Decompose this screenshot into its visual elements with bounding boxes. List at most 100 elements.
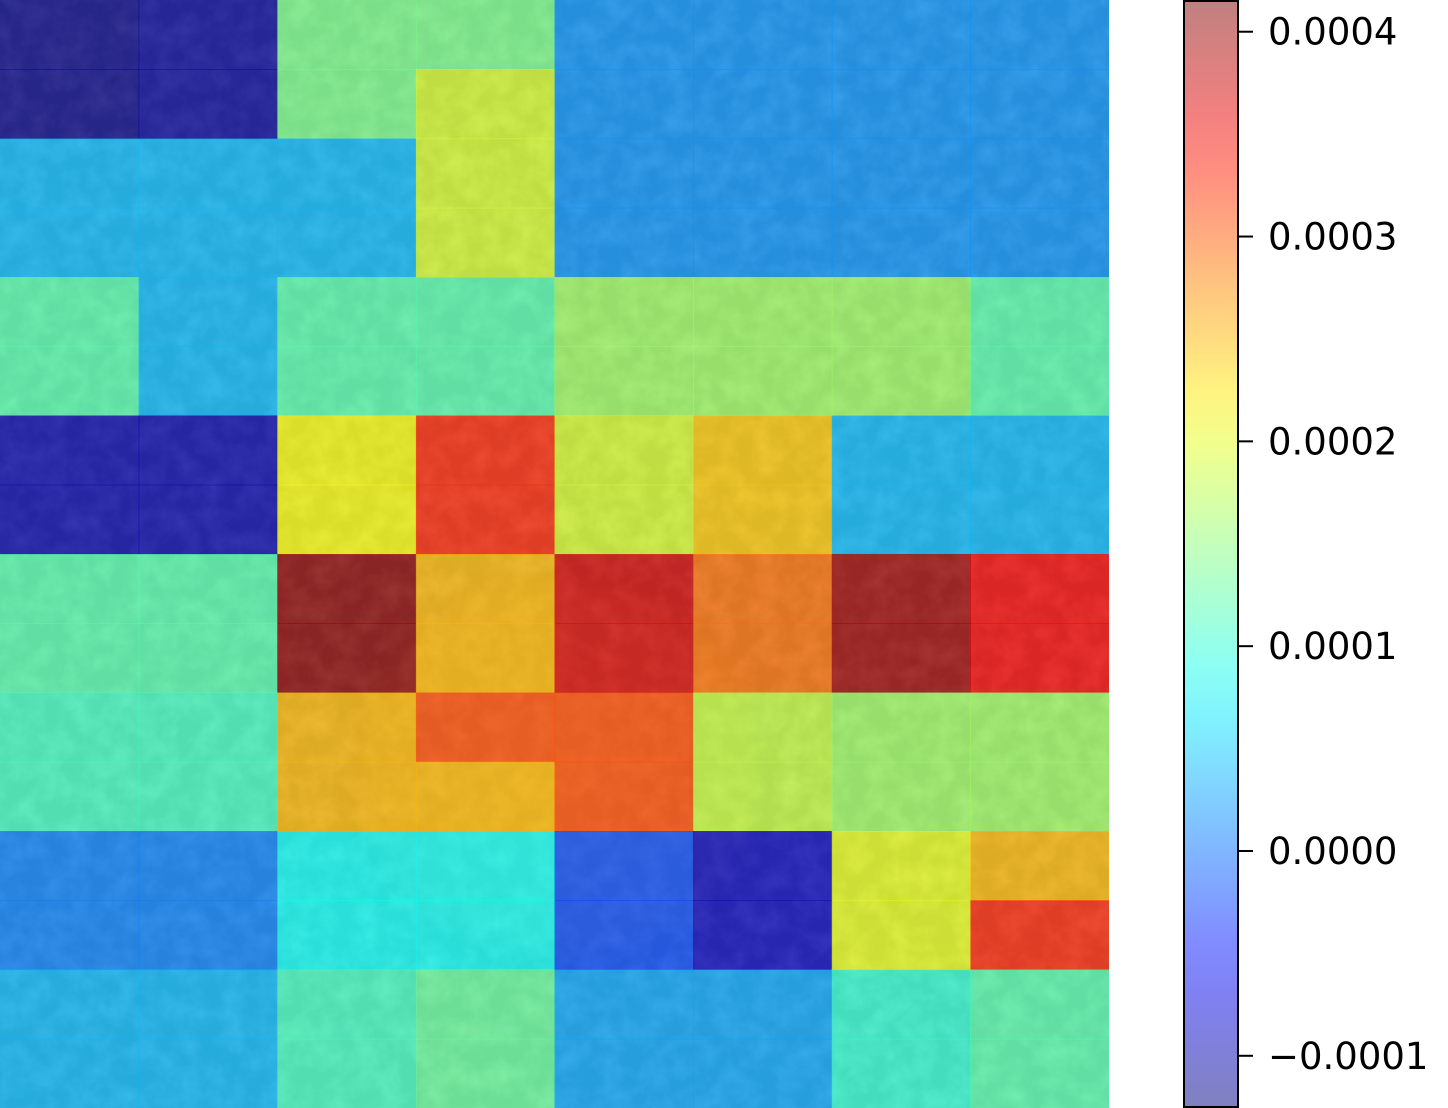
colorbar-tick-label: 0.0004 xyxy=(1268,11,1397,54)
heatmap-cell xyxy=(277,900,417,971)
heatmap-cell xyxy=(415,969,556,1040)
heatmap-cell xyxy=(0,554,140,624)
heatmap-cell xyxy=(415,484,556,555)
heatmap-cell xyxy=(0,277,140,347)
heatmap-cell xyxy=(693,346,833,417)
heatmap-plot xyxy=(0,0,1109,1108)
heatmap-cell xyxy=(138,277,278,347)
heatmap-cell xyxy=(970,761,1109,832)
colorbar-gradient xyxy=(1183,0,1239,1108)
heatmap-cell xyxy=(693,761,833,832)
heatmap-cell xyxy=(415,0,556,70)
heatmap-cell xyxy=(970,900,1109,971)
colorbar-ticks: 0.0004 0.0003 0.0002 0.0001 0.0000 −0.0001 xyxy=(1239,11,1428,1078)
heatmap-cell xyxy=(831,69,971,140)
heatmap-cell xyxy=(970,277,1109,347)
heatmap-cell xyxy=(0,346,140,417)
heatmap-cell xyxy=(831,415,971,486)
heatmap-cell xyxy=(415,138,556,209)
heatmap-cell xyxy=(277,1038,417,1108)
heatmap-cell xyxy=(554,69,694,140)
heatmap-cell xyxy=(554,554,694,624)
heatmap-cell xyxy=(831,1038,971,1108)
heatmap-cell xyxy=(415,69,556,140)
heatmap-cell xyxy=(138,831,278,901)
heatmap-cell xyxy=(277,207,417,278)
heatmap-cell xyxy=(415,831,556,901)
heatmap-cell xyxy=(138,554,278,624)
heatmap-cell xyxy=(415,900,556,971)
heatmap-cell xyxy=(831,623,971,694)
heatmap-cell xyxy=(277,69,417,140)
colorbar: 0.0004 0.0003 0.0002 0.0001 0.0000 −0.0001 xyxy=(1183,0,1428,1108)
heatmap-cell xyxy=(554,1038,694,1108)
heatmap-cell xyxy=(138,346,278,417)
heatmap-cell xyxy=(970,138,1109,209)
heatmap-cell xyxy=(693,623,833,694)
heatmap-cell xyxy=(277,415,417,486)
heatmap-cell xyxy=(0,1038,140,1108)
heatmap-cell xyxy=(415,277,556,347)
heatmap-cell xyxy=(693,277,833,347)
heatmap-cell xyxy=(554,138,694,209)
heatmap-cell xyxy=(138,207,278,278)
heatmap-cell xyxy=(138,623,278,694)
heatmap-cell xyxy=(970,346,1109,417)
colorbar-tick-label: 0.0000 xyxy=(1268,830,1397,873)
heatmap-cell xyxy=(554,623,694,694)
heatmap-cell xyxy=(0,969,140,1040)
heatmap-cell xyxy=(0,415,140,486)
heatmap-cell xyxy=(138,692,278,763)
heatmap-cell xyxy=(831,346,971,417)
heatmap-cell xyxy=(831,969,971,1040)
heatmap-cell xyxy=(970,969,1109,1040)
heatmap-cell xyxy=(415,554,556,624)
heatmap-cell xyxy=(0,484,140,555)
heatmap-cell xyxy=(0,831,140,901)
heatmap-cell xyxy=(138,900,278,971)
heatmap-cell xyxy=(277,761,417,832)
heatmap-cell xyxy=(554,277,694,347)
heatmap-cell xyxy=(277,969,417,1040)
heatmap-cell xyxy=(693,831,833,901)
heatmap-cell xyxy=(554,484,694,555)
heatmap-cell xyxy=(970,484,1109,555)
heatmap-cell xyxy=(970,1038,1109,1108)
colorbar-tick-label: −0.0001 xyxy=(1268,1035,1428,1078)
heatmap-cell xyxy=(831,761,971,832)
heatmap-cell xyxy=(0,623,140,694)
heatmap-cell xyxy=(693,207,833,278)
heatmap-cell xyxy=(554,415,694,486)
colorbar-tick-label: 0.0003 xyxy=(1268,216,1397,259)
heatmap-cell xyxy=(693,484,833,555)
heatmap-cell xyxy=(831,207,971,278)
heatmap-cell xyxy=(277,484,417,555)
heatmap-cell xyxy=(970,207,1109,278)
heatmap-cell xyxy=(831,484,971,555)
heatmap-cell xyxy=(138,69,278,140)
heatmap-cell xyxy=(831,900,971,971)
heatmap-cell xyxy=(277,623,417,694)
heatmap-cell xyxy=(277,554,417,624)
heatmap-cell xyxy=(277,277,417,347)
heatmap-cell xyxy=(0,761,140,832)
heatmap-cell xyxy=(138,0,278,70)
heatmap-cell xyxy=(831,692,971,763)
heatmap-cell xyxy=(0,692,140,763)
heatmap-cells xyxy=(0,0,1109,1108)
heatmap-cell xyxy=(554,346,694,417)
heatmap-cell xyxy=(138,969,278,1040)
heatmap-cell xyxy=(0,900,140,971)
heatmap-cell xyxy=(138,138,278,209)
heatmap-cell xyxy=(970,415,1109,486)
heatmap-cell xyxy=(831,277,971,347)
heatmap-cell xyxy=(831,138,971,209)
heatmap-cell xyxy=(970,0,1109,70)
heatmap-cell xyxy=(0,0,140,70)
heatmap-cell xyxy=(970,831,1109,901)
heatmap-cell xyxy=(0,138,140,209)
heatmap-cell xyxy=(693,1038,833,1108)
heatmap-cell xyxy=(138,415,278,486)
heatmap-cell xyxy=(554,0,694,70)
heatmap-cell xyxy=(554,969,694,1040)
